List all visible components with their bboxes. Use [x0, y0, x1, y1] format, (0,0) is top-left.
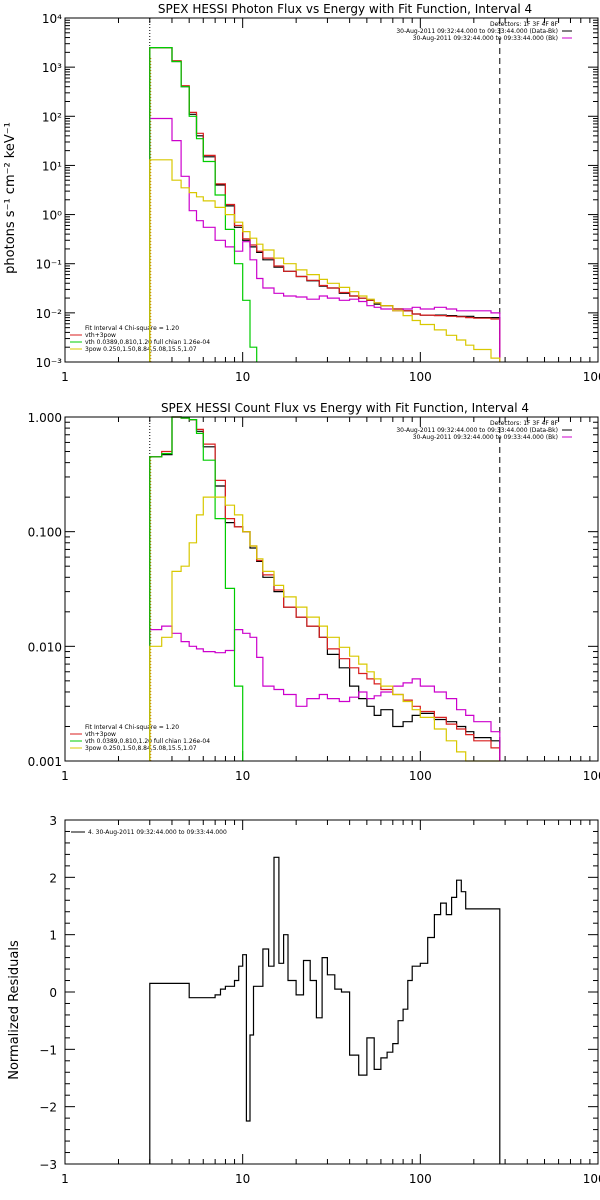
legend-bl-text: Fit Interval 4 Chi-square = 1.20 — [85, 325, 179, 332]
series-line-4 — [149, 159, 501, 362]
x-tick-label: 1 — [61, 769, 69, 783]
x-tick-label: 1000 — [583, 1172, 600, 1186]
residuals-series — [149, 856, 501, 1164]
photon-flux-series — [149, 18, 501, 362]
legend-tl-text: 4. 30-Aug-2011 09:32:44.000 to 09:33:44.… — [88, 829, 227, 836]
x-tick-label: 1000 — [583, 769, 600, 783]
legend-tr-text: Detectors: 1F 3F 4F 8F — [490, 420, 559, 427]
series-line-3 — [149, 47, 258, 362]
legend-tr-text: 30-Aug-2011 09:32:44.000 to 09:33:44.000… — [396, 28, 558, 35]
series-line-2 — [149, 625, 501, 761]
y-tick-label: 2 — [49, 871, 57, 885]
y-tick-label: 10⁴ — [42, 12, 62, 26]
y-tick-label: 1.000 — [28, 411, 62, 425]
residuals-frame — [64, 819, 599, 1165]
series-line-1 — [149, 416, 501, 761]
residuals-legend: 4. 30-Aug-2011 09:32:44.000 to 09:33:44.… — [71, 829, 227, 836]
photon-flux-ylabel: photons s⁻¹ cm⁻² keV⁻¹ — [3, 122, 18, 274]
y-tick-label: 10³ — [42, 61, 62, 75]
residuals-ylabel: Normalized Residuals — [7, 940, 22, 1080]
residuals-panel: Normalized Residuals 1 10 100 1000 −3 −2 −1 0 1 2… — [7, 814, 600, 1186]
x-tick-label: 1000 — [583, 370, 600, 384]
count-flux-series — [149, 416, 501, 762]
y-tick-label: 10⁻³ — [36, 356, 63, 370]
series-line-0 — [149, 47, 501, 362]
y-tick-label: 3 — [49, 814, 57, 828]
x-tick-label: 1 — [61, 1172, 69, 1186]
legend-bl-text: 3pow 0.250,1.50,8.84,5.08,15.5,1.07 — [85, 346, 197, 353]
y-tick-label: 10⁰ — [42, 209, 62, 223]
series-line-1 — [149, 47, 501, 362]
series-line-3 — [149, 416, 244, 761]
y-tick-label: −2 — [39, 1101, 57, 1115]
count-flux-ticks: 1 10 100 1000 0.001 0.010 0.100 1.000 — [28, 411, 600, 783]
y-tick-label: 1 — [49, 929, 57, 943]
residuals-ticks: 1 10 100 1000 −3 −2 −1 0 1 2 3 — [39, 814, 600, 1186]
y-tick-label: −3 — [39, 1158, 57, 1172]
photon-flux-ticks: 1 10 100 1000 10⁻³ 10⁻² 10⁻¹ 10⁰ 10¹ 10² 10³ 10⁴ — [36, 12, 600, 384]
legend-tr-text: 30-Aug-2011 09:32:44.000 to 09:33:44.000… — [396, 427, 558, 434]
y-tick-label: 10⁻² — [36, 307, 63, 321]
y-tick-label: 10⁻¹ — [36, 258, 63, 272]
legend-bl-text: vth 0.0389,0.810,1.20 full chian 1.26e-0… — [85, 339, 210, 346]
legend-tr-text: 30-Aug-2011 09:32:44.000 to 09:33:44.000… — [413, 35, 558, 42]
x-tick-label: 10 — [235, 370, 250, 384]
count-flux-frame — [64, 416, 599, 762]
x-tick-label: 10 — [235, 1172, 250, 1186]
series-line-0 — [149, 416, 501, 761]
legend-bl-text: Fit Interval 4 Chi-square = 1.20 — [85, 724, 179, 731]
y-tick-label: 10² — [42, 110, 62, 124]
series-line-4 — [149, 496, 500, 762]
x-tick-label: 100 — [409, 370, 432, 384]
series-line-0 — [149, 856, 501, 1164]
legend-bl-text: vth+3pow — [85, 332, 116, 339]
x-tick-label: 10 — [235, 769, 250, 783]
legend-bl-text: vth 0.0389,0.810,1.20 full chian 1.26e-0… — [85, 738, 210, 745]
count-flux-title: SPEX HESSI Count Flux vs Energy with Fit… — [161, 401, 529, 415]
x-tick-label: 100 — [409, 769, 432, 783]
y-tick-label: 0.001 — [28, 755, 62, 769]
legend-bl-text: 3pow 0.250,1.50,8.84,5.08,15.5,1.07 — [85, 745, 197, 752]
x-tick-label: 100 — [409, 1172, 432, 1186]
series-line-2 — [149, 117, 501, 362]
photon-flux-title: SPEX HESSI Photon Flux vs Energy with Fi… — [158, 2, 532, 16]
legend-bl-text: vth+3pow — [85, 731, 116, 738]
x-tick-label: 1 — [61, 370, 69, 384]
y-tick-label: 0 — [49, 986, 57, 1000]
y-tick-label: −1 — [39, 1043, 57, 1057]
y-tick-label: 0.010 — [28, 640, 62, 654]
count-flux-panel: SPEX HESSI Count Flux vs Energy with Fit… — [28, 401, 600, 783]
y-tick-label: 0.100 — [28, 526, 62, 540]
photon-flux-panel: SPEX HESSI Photon Flux vs Energy with Fi… — [3, 2, 600, 384]
photon-flux-frame — [64, 17, 599, 363]
legend-tr-text: 30-Aug-2011 09:32:44.000 to 09:33:44.000… — [413, 434, 558, 441]
y-tick-label: 10¹ — [42, 159, 62, 173]
legend-tr-text: Detectors: 1F 3F 4F 8F — [490, 21, 559, 28]
